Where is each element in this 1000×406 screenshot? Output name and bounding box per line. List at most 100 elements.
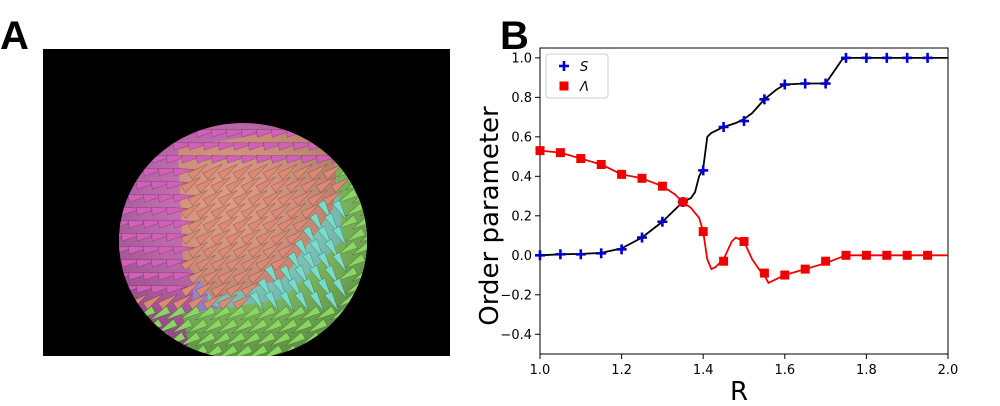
cone-arrow bbox=[240, 331, 261, 347]
cone-arrow bbox=[180, 228, 201, 245]
marker-s bbox=[861, 52, 872, 63]
cone-arrow bbox=[309, 264, 324, 286]
x-tick-label: 1.8 bbox=[856, 363, 877, 378]
cone-arrow bbox=[247, 189, 268, 206]
cone-arrow bbox=[187, 215, 208, 232]
cone-arrow bbox=[247, 344, 268, 356]
cone-arrow bbox=[157, 293, 178, 310]
x-tick-label: 1.0 bbox=[530, 363, 551, 378]
cone-arrow bbox=[232, 267, 253, 284]
cone-arrow bbox=[165, 305, 186, 321]
marker-lambda bbox=[861, 250, 871, 260]
marker-s bbox=[718, 121, 729, 132]
cone-arrow bbox=[315, 176, 336, 193]
marker-s bbox=[779, 79, 790, 90]
cone-arrow bbox=[165, 285, 188, 294]
panel-label-b: B bbox=[500, 14, 529, 58]
cone-arrow bbox=[300, 202, 321, 219]
marker-lambda bbox=[759, 268, 769, 278]
cone-arrow bbox=[187, 189, 208, 206]
marker-lambda bbox=[821, 256, 831, 266]
cone-arrow bbox=[345, 253, 366, 269]
cone-arrow bbox=[264, 264, 279, 286]
cone-arrow bbox=[345, 227, 366, 243]
marker-s bbox=[820, 78, 831, 89]
cone-arrow bbox=[292, 189, 313, 206]
cone-arrow bbox=[255, 331, 276, 347]
cone-arrow bbox=[292, 215, 313, 232]
cone-arrow bbox=[232, 293, 253, 310]
cone-arrow bbox=[249, 290, 264, 312]
cone-arrow bbox=[277, 215, 298, 232]
y-tick-label: −0.4 bbox=[500, 328, 532, 343]
cone-arrow bbox=[225, 254, 246, 271]
cone-arrow bbox=[247, 318, 268, 334]
cone-arrow bbox=[210, 176, 231, 193]
cone-arrow bbox=[157, 318, 178, 334]
cone-arrow bbox=[180, 202, 201, 219]
cone-arrow bbox=[255, 254, 276, 271]
cone-arrow bbox=[172, 272, 195, 281]
cone-arrow bbox=[202, 241, 223, 258]
cone-arrow bbox=[187, 267, 208, 284]
cone-arrow bbox=[352, 214, 367, 230]
cone-arrow bbox=[332, 277, 347, 299]
cone-arrow bbox=[300, 176, 321, 193]
cone-arrow bbox=[210, 254, 231, 271]
cone-arrow bbox=[294, 264, 309, 286]
marker-s bbox=[657, 216, 668, 227]
cone-arrow bbox=[264, 290, 279, 312]
cone-arrow bbox=[187, 163, 208, 180]
cone-arrow bbox=[225, 228, 246, 245]
marker-lambda bbox=[780, 270, 790, 280]
y-tick-label: 0.6 bbox=[511, 130, 532, 145]
y-tick-label: 0.8 bbox=[511, 91, 532, 106]
cone-arrow bbox=[232, 318, 253, 334]
cone-arrow bbox=[292, 318, 313, 334]
y-axis-label: Order parameter bbox=[475, 106, 505, 326]
cone-arrow bbox=[232, 215, 253, 232]
cone-arrow bbox=[232, 163, 253, 180]
cone-arrow bbox=[195, 254, 216, 271]
cone-arrow bbox=[294, 290, 309, 312]
cone-arrow bbox=[142, 293, 163, 310]
marker-lambda bbox=[800, 264, 810, 274]
marker-lambda bbox=[535, 146, 545, 156]
cone-arrow bbox=[270, 254, 291, 271]
cone-arrow bbox=[240, 202, 261, 219]
cone-arrow bbox=[324, 238, 339, 260]
cone-arrow bbox=[262, 215, 283, 232]
cone-arrow bbox=[307, 189, 328, 206]
marker-lambda bbox=[678, 197, 688, 207]
marker-s bbox=[800, 78, 811, 89]
cone-arrow bbox=[165, 207, 188, 216]
cone-arrow bbox=[262, 189, 283, 206]
cone-arrow bbox=[187, 293, 208, 310]
cone-arrow bbox=[210, 305, 231, 321]
cone-arrow bbox=[195, 176, 216, 193]
cone-arrow bbox=[202, 318, 223, 334]
cone-arrow bbox=[172, 293, 193, 310]
cone-arrow bbox=[294, 238, 309, 260]
cone-arrow bbox=[277, 189, 298, 206]
marker-s bbox=[902, 52, 913, 63]
marker-lambda bbox=[698, 227, 708, 237]
cone-arrow bbox=[217, 344, 238, 356]
cone-arrow bbox=[277, 318, 298, 334]
cone-arrow bbox=[165, 259, 188, 268]
cone-arrow bbox=[172, 168, 195, 177]
marker-s bbox=[616, 244, 627, 255]
cone-arrow bbox=[240, 254, 261, 271]
order-parameter-chart: 1.0 1.2 1.4 1.6 1.8 2.0 −0.4 −0.2 0.0 0.2 0.4 0.6 0.… bbox=[475, 47, 958, 406]
cone-arrow bbox=[210, 228, 231, 245]
marker-s bbox=[596, 248, 607, 259]
marker-lambda bbox=[841, 250, 851, 260]
cone-arrow bbox=[247, 163, 268, 180]
cone-arrow bbox=[262, 318, 283, 334]
cone-arrow bbox=[324, 212, 339, 234]
cone-arrow bbox=[232, 344, 253, 356]
marker-lambda bbox=[576, 154, 586, 164]
cone-arrow bbox=[195, 305, 216, 321]
cone-arrow bbox=[202, 189, 223, 206]
plot-frame bbox=[539, 47, 949, 355]
